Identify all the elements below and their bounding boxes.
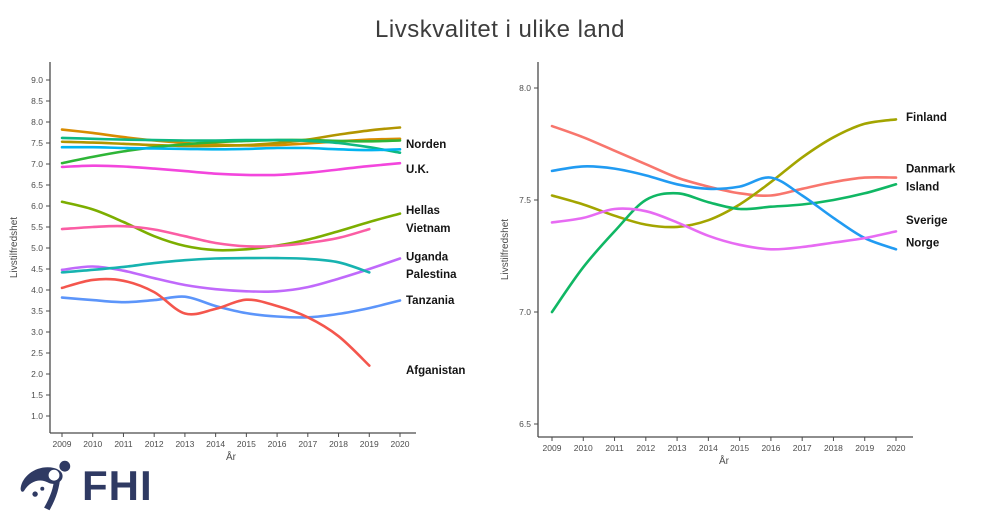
- y-tick-label: 8.0: [519, 83, 531, 93]
- series-label-danmark: Danmark: [906, 164, 956, 176]
- series-line-afganistan: [60, 277, 371, 367]
- series-line-norden-goldenrod-: [60, 126, 402, 148]
- series-line-norden-seagreen-: [60, 136, 402, 154]
- x-axis-title: År: [719, 454, 730, 467]
- x-tick-label: 2015: [237, 439, 256, 449]
- x-tick-label: 2018: [329, 439, 348, 449]
- series-line-vietnam: [60, 224, 371, 248]
- y-tick-label: 8.0: [31, 117, 43, 127]
- y-tick-label: 7.0: [31, 159, 43, 169]
- y-tick-label: 2.5: [31, 348, 43, 358]
- x-axis-title: År: [226, 450, 237, 463]
- x-tick-label: 2011: [605, 443, 624, 453]
- x-tick-label: 2009: [543, 443, 562, 453]
- x-tick-label: 2015: [730, 443, 749, 453]
- x-tick-label: 2019: [360, 439, 379, 449]
- x-tick-label: 2017: [298, 439, 317, 449]
- y-tick-label: 3.0: [31, 327, 43, 337]
- y-axis-title: Livstilfredshet: [9, 217, 20, 278]
- x-tick-label: 2010: [83, 439, 102, 449]
- series-label-vietnam: Vietnam: [406, 223, 451, 235]
- series-label-finland: Finland: [906, 112, 947, 124]
- fhi-logo-icon: [20, 460, 71, 511]
- series-line-island: [550, 183, 898, 314]
- y-axis-title: Livstilfredshet: [500, 219, 511, 280]
- x-tick-label: 2018: [824, 443, 843, 453]
- y-tick-label: 2.0: [31, 369, 43, 379]
- series-line-norden-blue-: [60, 145, 402, 152]
- y-tick-label: 1.0: [31, 411, 43, 421]
- y-tick-label: 6.0: [31, 201, 43, 211]
- series-line-uganda: [60, 257, 402, 293]
- left-chart: 1.0 1.5 2.0 2.5 3.0 3.5 4.0 4.5 5.0 5.5 6.0 6.5 7.0 7…: [9, 62, 465, 463]
- x-tick-label: 2011: [114, 439, 133, 449]
- y-tick-label: 7.5: [31, 138, 43, 148]
- y-tick-label: 7.0: [519, 307, 531, 317]
- x-tick-label: 2013: [668, 443, 687, 453]
- x-tick-label: 2012: [636, 443, 655, 453]
- series-label-uganda: Uganda: [406, 251, 449, 263]
- series-label-afganistan: Afganistan: [406, 365, 465, 377]
- x-tick-label: 2017: [793, 443, 812, 453]
- x-tick-label: 2012: [145, 439, 164, 449]
- series-line-tanzania: [60, 295, 402, 319]
- x-tick-label: 2009: [53, 439, 72, 449]
- y-tick-label: 9.0: [31, 75, 43, 85]
- page-title: Livskvalitet i ulike land: [375, 16, 625, 43]
- series-label-hellas: Hellas: [406, 205, 440, 217]
- y-tick-label: 1.5: [31, 390, 43, 400]
- y-tick-label: 6.5: [519, 419, 531, 429]
- x-tick-label: 2019: [855, 443, 874, 453]
- y-tick-label: 6.5: [31, 180, 43, 190]
- series-label-norden: Norden: [406, 139, 446, 151]
- x-tick-label: 2014: [206, 439, 225, 449]
- series-line-danmark: [550, 124, 898, 198]
- x-tick-label: 2020: [391, 439, 410, 449]
- y-tick-label: 4.0: [31, 285, 43, 295]
- series-label-island: Island: [906, 182, 939, 194]
- series-label-u-k-: U.K.: [406, 164, 429, 176]
- y-tick-label: 8.5: [31, 96, 43, 106]
- y-tick-label: 7.5: [519, 195, 531, 205]
- x-tick-label: 2013: [175, 439, 194, 449]
- y-tick-label: 5.5: [31, 222, 43, 232]
- x-tick-label: 2016: [761, 443, 780, 453]
- series-line-finland: [550, 118, 898, 229]
- series-line-palestina: [60, 256, 371, 274]
- fhi-logo: FHI: [18, 458, 153, 514]
- y-tick-label: 3.5: [31, 306, 43, 316]
- series-label-sverige: Sverige: [906, 215, 948, 227]
- series-line-norge: [550, 165, 898, 251]
- y-tick-label: 4.5: [31, 264, 43, 274]
- series-line-sverige: [550, 207, 898, 251]
- series-line-hellas: [60, 200, 402, 252]
- series-label-tanzania: Tanzania: [406, 295, 455, 307]
- series-line-u-k-: [60, 161, 402, 177]
- x-tick-label: 2016: [268, 439, 287, 449]
- fhi-logo-text: FHI: [82, 462, 153, 509]
- y-tick-label: 5.0: [31, 243, 43, 253]
- x-tick-label: 2010: [574, 443, 593, 453]
- x-tick-label: 2020: [887, 443, 906, 453]
- right-chart: 6.5 7.0 7.5 8.0 2009 2010 2011 2012 2013 2014 2015…: [500, 62, 956, 467]
- series-label-norge: Norge: [906, 238, 939, 250]
- x-tick-label: 2014: [699, 443, 718, 453]
- series-label-palestina: Palestina: [406, 269, 457, 281]
